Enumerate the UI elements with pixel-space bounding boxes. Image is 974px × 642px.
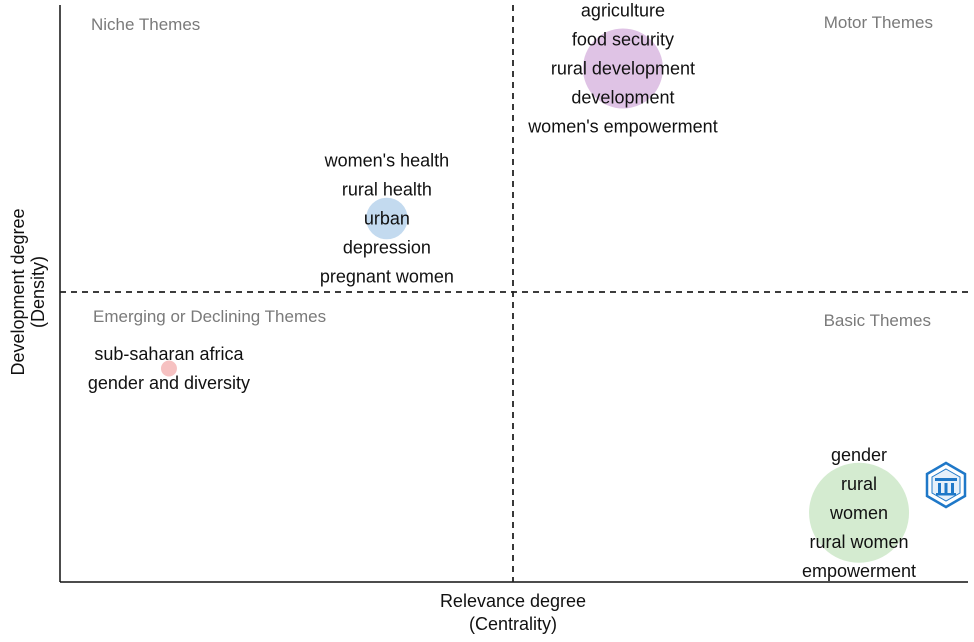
cluster-basic: gender rural women rural women empowerment <box>802 445 916 581</box>
cluster-term: depression <box>343 237 431 257</box>
cluster-term: agriculture <box>581 0 665 20</box>
cluster-term: women's empowerment <box>527 116 718 136</box>
hexagon-logo-icon <box>925 461 967 509</box>
cluster-term: pregnant women <box>320 266 454 286</box>
quadrant-label-basic: Basic Themes <box>824 311 931 330</box>
cluster-term: rural development <box>551 58 695 78</box>
cluster-bubble-motor <box>582 28 663 109</box>
cluster-niche: women's health rural health urban depressio… <box>320 150 454 286</box>
cluster-term: food security <box>572 29 674 49</box>
clusters-layer: agriculture food security rural developmen… <box>88 0 916 580</box>
cluster-term: rural health <box>342 179 432 199</box>
cluster-term: gender and diversity <box>88 373 250 393</box>
quadrant-label-motor: Motor Themes <box>824 13 933 32</box>
y-axis-title-line2: (Density) <box>28 256 48 328</box>
cluster-term: rural women <box>810 532 909 552</box>
quadrant-label-niche: Niche Themes <box>91 15 200 34</box>
cluster-motor: agriculture food security rural developmen… <box>527 0 718 136</box>
cluster-term: empowerment <box>802 561 916 581</box>
x-axis-title-line2: (Centrality) <box>469 614 557 634</box>
cluster-bubble-niche <box>366 197 408 240</box>
cluster-term: development <box>571 87 674 107</box>
cluster-term: women <box>829 503 888 523</box>
cluster-term: sub-saharan africa <box>94 344 244 364</box>
y-axis-title: Development degree (Density) <box>8 208 48 375</box>
cluster-emerging: sub-saharan africa gender and diversity <box>88 344 250 393</box>
cluster-term: gender <box>831 445 887 465</box>
y-axis-title-line1: Development degree <box>8 208 28 375</box>
x-axis-title-line1: Relevance degree <box>440 591 586 611</box>
cluster-term: urban <box>364 208 410 228</box>
cluster-term: rural <box>841 474 877 494</box>
quadrant-label-emerging: Emerging or Declining Themes <box>93 307 326 326</box>
cluster-term: women's health <box>324 150 450 170</box>
cluster-bubble-emerging <box>160 360 177 377</box>
cluster-bubble-basic <box>809 462 910 563</box>
